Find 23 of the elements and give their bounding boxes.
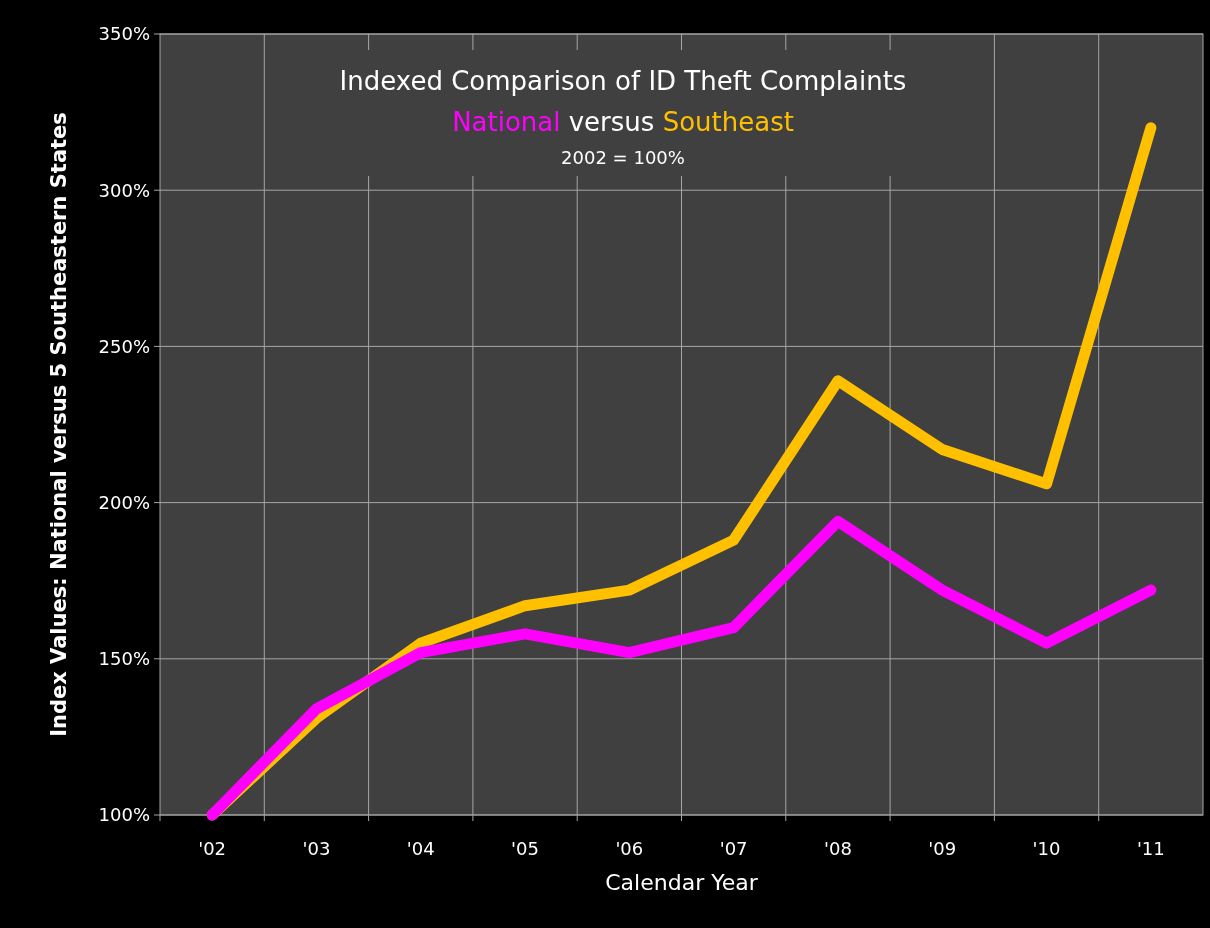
x-tick-label: '03 bbox=[302, 838, 331, 859]
text: Indexed Comparison of ID Theft Complaints bbox=[339, 66, 907, 96]
x-axis-title: Calendar Year bbox=[605, 870, 759, 895]
text: National bbox=[452, 107, 561, 137]
x-tick-label: '06 bbox=[615, 838, 644, 859]
y-tick-label: 200% bbox=[98, 491, 150, 513]
x-tick-label: '11 bbox=[1136, 838, 1165, 859]
y-axis-title: Index Values: National versus 5 Southeastern States bbox=[47, 112, 71, 737]
x-tick-label: '04 bbox=[406, 838, 435, 859]
y-tick-label: 250% bbox=[98, 335, 150, 357]
y-tick-label: 300% bbox=[98, 179, 150, 201]
y-tick-label: 150% bbox=[98, 648, 150, 670]
y-tick-label: 350% bbox=[98, 23, 150, 45]
annotation: 2002 = 100% bbox=[561, 147, 685, 168]
text: versus bbox=[560, 107, 663, 137]
x-tick-label: '10 bbox=[1032, 838, 1061, 859]
x-tick-label: '08 bbox=[824, 838, 852, 859]
x-tick-label: '09 bbox=[928, 838, 957, 859]
x-tick-label: '05 bbox=[511, 838, 539, 859]
x-tick-label: '02 bbox=[198, 838, 227, 859]
y-tick-label: 100% bbox=[98, 804, 150, 826]
x-tick-label: '07 bbox=[719, 838, 748, 859]
text: Southeast bbox=[662, 107, 794, 137]
